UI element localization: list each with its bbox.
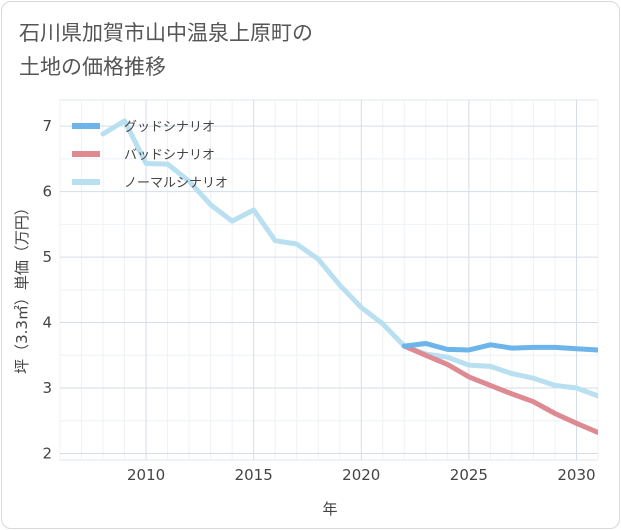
y-tick-label: 2	[42, 444, 52, 462]
tick-labels: 2010 2015 2020 2025 2030 2 3 4 5 6 7	[42, 117, 595, 484]
legend-label-0: グッドシナリオ	[124, 120, 215, 135]
y-tick-label: 7	[42, 117, 52, 135]
x-tick-label: 2015	[235, 466, 273, 484]
chart-title: 石川県加賀市山中温泉上原町の 土地の価格推移	[19, 16, 579, 84]
x-tick-label: 2010	[127, 466, 165, 484]
x-tick-label: 2030	[557, 466, 595, 484]
x-axis-label: 年	[322, 500, 337, 518]
chart-title-line-1: 石川県加賀市山中温泉上原町の	[19, 21, 313, 45]
series-line-0	[401, 341, 598, 353]
chart-title-line-2: 土地の価格推移	[19, 55, 166, 79]
x-tick-label: 2025	[450, 466, 488, 484]
legend-label-1: バッドシナリオ	[124, 148, 215, 163]
x-tick-label: 2020	[342, 466, 380, 484]
series-lines	[100, 118, 598, 435]
legend-label-2: ノーマルシナリオ	[124, 176, 228, 191]
y-axis-label: 坪（3.3㎡）単価（万円）	[13, 200, 31, 374]
series-line-2	[100, 118, 598, 399]
y-tick-label: 6	[42, 183, 52, 201]
y-tick-label: 5	[42, 248, 52, 266]
y-tick-label: 4	[42, 314, 52, 332]
y-tick-label: 3	[42, 379, 52, 397]
series-line-1	[401, 343, 598, 435]
